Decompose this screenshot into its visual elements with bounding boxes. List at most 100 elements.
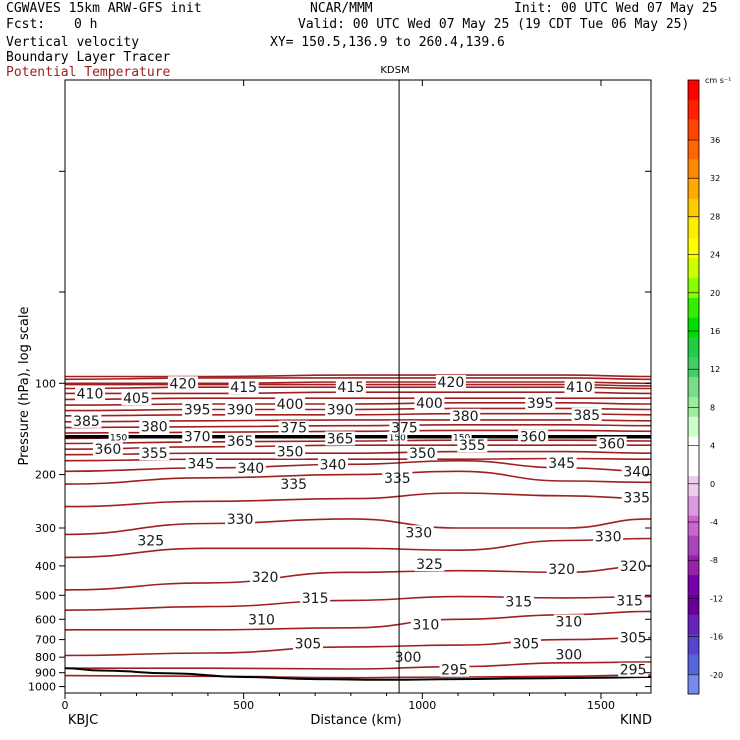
contour-label: 305	[295, 636, 322, 652]
colorbar: 36 32 28 24 20 16 12 8 4 0 -4 -8 -12 -16 -20	[687, 79, 723, 695]
contour-label: 390	[327, 402, 354, 418]
isentrope-395	[64, 407, 652, 412]
colorbar-swatch	[688, 238, 699, 259]
contour-label: 350	[409, 446, 436, 462]
isentrope-340	[64, 470, 652, 485]
y-tick-label: 400	[35, 560, 56, 573]
contour-label: 360	[520, 430, 547, 446]
contour-label-bg	[546, 455, 577, 470]
colorbar-swatch	[688, 80, 699, 101]
contour-label-bg	[564, 380, 595, 395]
contour-label-bg	[75, 386, 106, 401]
y-tick-label: 200	[35, 469, 56, 482]
y-tick-label: 500	[35, 589, 56, 602]
model-title: CGWAVES 15km ARW-GFS init	[6, 1, 202, 16]
contour-label: 380	[452, 409, 479, 425]
field-potential-temperature: Potential Temperature	[6, 65, 171, 80]
y-tick-label: 700	[35, 634, 56, 647]
colorbar-swatch	[688, 99, 699, 120]
contour-label-bg	[278, 420, 309, 435]
contour-label-bg	[246, 612, 277, 627]
contour-label: 295	[441, 663, 468, 679]
colorbar-tick-label: 16	[710, 327, 720, 336]
contour-label-bg	[618, 558, 649, 573]
isentrope-400	[64, 401, 652, 406]
contour-label-bg	[225, 511, 256, 526]
contour-label-bg	[225, 402, 256, 417]
colorbar-swatch	[688, 436, 699, 457]
contour-label-bg	[235, 460, 266, 475]
contour-label-bg	[182, 429, 213, 444]
colorbar-tick-label: 36	[710, 136, 720, 145]
station-marker-label: KDSM	[380, 65, 409, 76]
contour-label: 420	[170, 376, 197, 392]
colorbar-unit: cm s⁻¹	[705, 76, 731, 85]
org-label: NCAR/MMM	[310, 1, 373, 16]
contour-label-bg	[596, 436, 627, 451]
colorbar-swatch	[688, 297, 699, 318]
contour-label-bg	[278, 477, 309, 492]
y-tick-label: 600	[35, 613, 56, 626]
colorbar-swatch	[688, 139, 699, 160]
isentrope-405	[64, 397, 651, 401]
colorbar-swatch	[688, 159, 699, 180]
colorbar-tick-label: 12	[710, 365, 720, 374]
x-axis-label: Distance (km)	[310, 713, 401, 728]
contour-label-bg	[71, 413, 102, 428]
contour-label-bg	[325, 402, 356, 417]
contour-label: 360	[598, 437, 625, 453]
contour-label: 390	[227, 402, 254, 418]
contour-label: 400	[277, 397, 304, 413]
contour-label: 330	[595, 529, 622, 545]
contour-label-bg	[317, 457, 348, 472]
contour-label: 350	[277, 445, 304, 461]
x-tick-label: 1000	[408, 699, 436, 712]
colorbar-swatch	[688, 179, 699, 200]
contour-label: 325	[416, 557, 443, 573]
colorbar-swatch	[688, 515, 699, 536]
x-tick-label: 1500	[587, 699, 615, 712]
isentrope-295	[64, 674, 652, 679]
y-tick-label: 900	[35, 667, 56, 680]
contour-label: 385	[573, 408, 600, 424]
contour-label-bg	[185, 456, 216, 471]
colorbar-tick-label: -12	[710, 594, 723, 603]
contour-label-bg	[510, 636, 541, 651]
contour-label-bg	[553, 614, 584, 629]
contour-label: 355	[459, 438, 486, 454]
isentrope-305	[64, 636, 652, 657]
colorbar-swatch	[688, 495, 699, 517]
contour-label: 345	[187, 457, 214, 473]
contour-label-bg	[410, 617, 441, 632]
colorbar-swatch	[688, 396, 699, 418]
contour-label-bg	[435, 374, 466, 389]
contour-label: 340	[623, 464, 650, 480]
contour-label-bg	[553, 647, 584, 662]
contour-label: 340	[320, 457, 347, 473]
contour-label: 340	[237, 461, 264, 477]
colorbar-swatch	[688, 634, 699, 655]
contour-label-bg	[325, 431, 356, 446]
colorbar-swatch	[688, 218, 699, 239]
contour-label: 410	[77, 386, 104, 402]
left-station-label: KBJC	[68, 713, 98, 728]
contour-label-bg	[250, 569, 281, 584]
contour-label: 345	[548, 456, 575, 472]
contour-label: 395	[527, 396, 554, 412]
colorbar-tick-label: 20	[710, 289, 720, 298]
contour-label: 315	[616, 593, 643, 609]
contour-label-bg	[225, 434, 256, 449]
tropopause-label-bg	[451, 431, 472, 442]
contour-label: 405	[123, 391, 150, 407]
colorbar-tick-label: -20	[710, 671, 723, 680]
contour-label: 415	[337, 380, 364, 396]
field-vertical-velocity: Vertical velocity	[6, 35, 140, 50]
contour-label-bg	[275, 396, 306, 411]
contour-label-bg	[546, 562, 577, 577]
contour-label-bg	[414, 557, 445, 572]
contour-label: 310	[413, 618, 440, 634]
y-tick-label: 1000	[28, 681, 56, 694]
colorbar-swatch	[688, 456, 699, 477]
colorbar-swatch	[688, 674, 699, 695]
